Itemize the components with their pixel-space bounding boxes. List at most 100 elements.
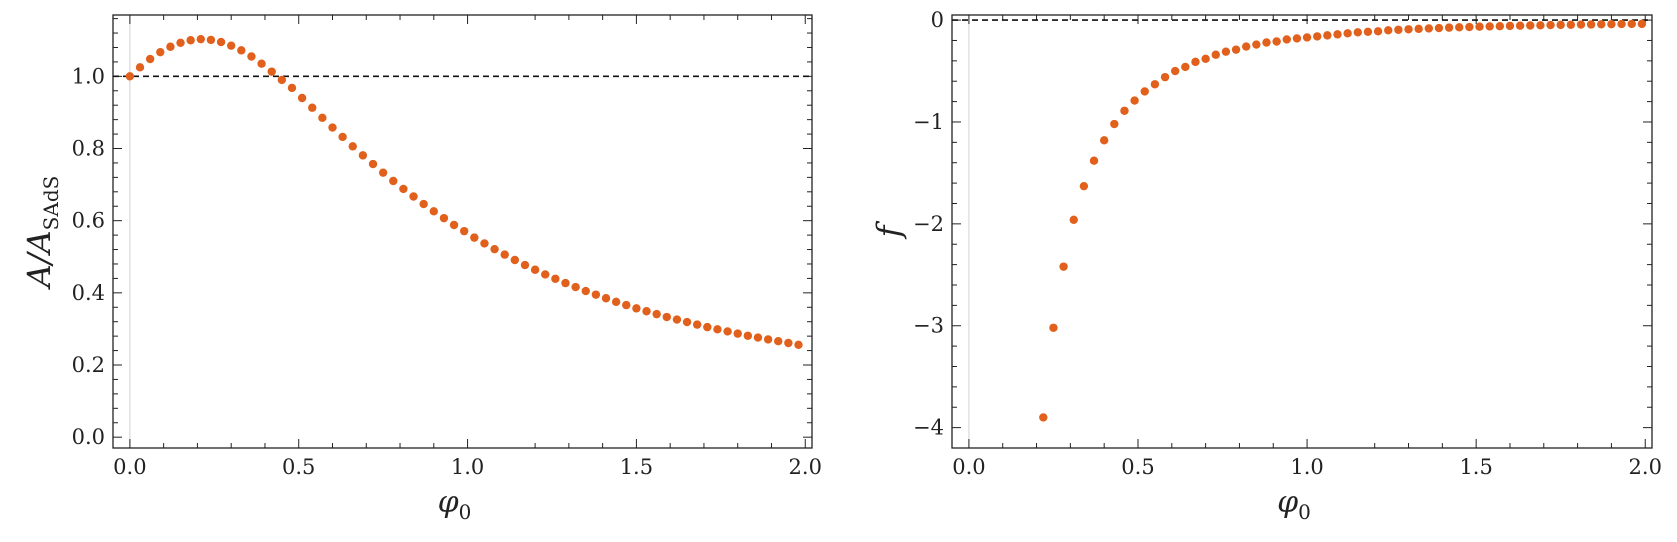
y-tick-label: −1: [913, 110, 944, 134]
data-point: [419, 199, 428, 209]
data-point: [500, 250, 509, 259]
data-point: [581, 286, 590, 296]
data-point: [389, 176, 398, 186]
y-tick-label: −2: [913, 212, 944, 236]
data-point: [237, 46, 246, 55]
data-point: [439, 213, 449, 223]
y-tick-label: 0: [931, 8, 944, 32]
data-point: [1191, 57, 1200, 67]
data-point: [470, 233, 479, 242]
y-tick-label: −4: [913, 416, 944, 440]
data-point: [277, 75, 287, 85]
x-tick-label: 0.5: [282, 455, 315, 479]
data-point: [135, 63, 145, 72]
data-point: [1069, 215, 1078, 224]
data-point: [1607, 19, 1616, 29]
data-point: [459, 226, 469, 236]
data-point: [399, 184, 408, 194]
data-point: [1576, 20, 1586, 29]
data-point: [774, 336, 783, 346]
y-axis-title: f: [870, 220, 908, 239]
data-point: [510, 255, 520, 265]
data-point: [145, 54, 155, 64]
data-point: [1424, 24, 1434, 33]
data-point: [1252, 40, 1261, 49]
data-point: [1404, 25, 1413, 34]
x-axis-title-subscript: 0: [1298, 500, 1311, 524]
data-point: [480, 239, 489, 248]
data-point: [1637, 19, 1647, 29]
data-point: [733, 329, 742, 338]
data-point: [662, 312, 671, 322]
data-point: [1262, 38, 1271, 47]
data-point: [530, 265, 540, 274]
data-point: [1515, 21, 1525, 30]
data-point: [1444, 23, 1454, 32]
data-point: [1170, 66, 1180, 76]
data-point: [287, 83, 297, 93]
data-point: [1586, 20, 1596, 29]
data-point: [206, 35, 216, 45]
data-point: [601, 294, 611, 303]
y-axis-title: A/ASAdS: [20, 176, 63, 291]
data-point: [1394, 25, 1403, 34]
data-point: [1373, 27, 1383, 36]
data-point: [1536, 21, 1545, 30]
x-tick-label: 2.0: [1629, 455, 1662, 479]
y-tick-label: 0.8: [72, 137, 105, 161]
y-axis-title-main: A/A: [20, 230, 58, 290]
x-axis-title: φ0: [1277, 485, 1311, 524]
x-tick-label: 0.5: [1121, 455, 1154, 479]
data-point: [551, 274, 560, 283]
y-axis-title-subscript: SAdS: [39, 176, 63, 231]
data-point: [1485, 22, 1494, 31]
x-tick-label: 0.0: [113, 455, 146, 479]
x-tick-label: 0.0: [952, 455, 985, 479]
data-point: [1556, 20, 1565, 30]
x-axis-title-subscript: 0: [459, 500, 472, 524]
data-point: [1313, 32, 1322, 41]
data-point: [318, 113, 327, 123]
data-point: [1181, 62, 1190, 72]
data-point: [692, 320, 702, 329]
x-tick-label: 1.0: [1290, 455, 1323, 479]
data-point: [358, 151, 368, 160]
data-point: [1201, 54, 1210, 64]
data-point: [1566, 20, 1576, 29]
data-point: [1302, 33, 1312, 42]
y-tick-label: 0.6: [72, 209, 105, 233]
data-point: [378, 168, 388, 177]
data-point: [1597, 20, 1606, 29]
data-point: [571, 282, 580, 292]
data-point: [429, 207, 438, 216]
data-point: [652, 309, 661, 319]
data-point: [622, 300, 631, 310]
data-point: [125, 72, 135, 81]
data-point: [449, 220, 459, 230]
data-point: [1039, 413, 1048, 422]
data-point: [1242, 42, 1251, 51]
data-point: [1150, 80, 1160, 89]
data-point: [703, 322, 712, 332]
data-point: [682, 317, 692, 327]
data-point: [1059, 262, 1068, 271]
data-point: [176, 38, 185, 47]
plot-frame: [112, 14, 813, 449]
y-axis-title-main: f: [870, 220, 908, 239]
y-tick-label: 0.0: [72, 425, 105, 449]
data-point: [490, 244, 499, 254]
data-point: [328, 123, 337, 132]
plot-frame: [951, 14, 1653, 449]
data-point: [1211, 50, 1220, 59]
y-tick-label: 0.2: [72, 353, 105, 377]
data-point: [1526, 21, 1535, 30]
x-tick-label: 1.5: [1459, 455, 1492, 479]
data-point: [1282, 35, 1291, 44]
data-point: [1272, 37, 1281, 46]
data-point: [723, 327, 732, 336]
data-point: [591, 290, 601, 299]
data-point: [368, 159, 378, 169]
data-point: [1495, 22, 1505, 31]
data-point: [409, 192, 418, 201]
